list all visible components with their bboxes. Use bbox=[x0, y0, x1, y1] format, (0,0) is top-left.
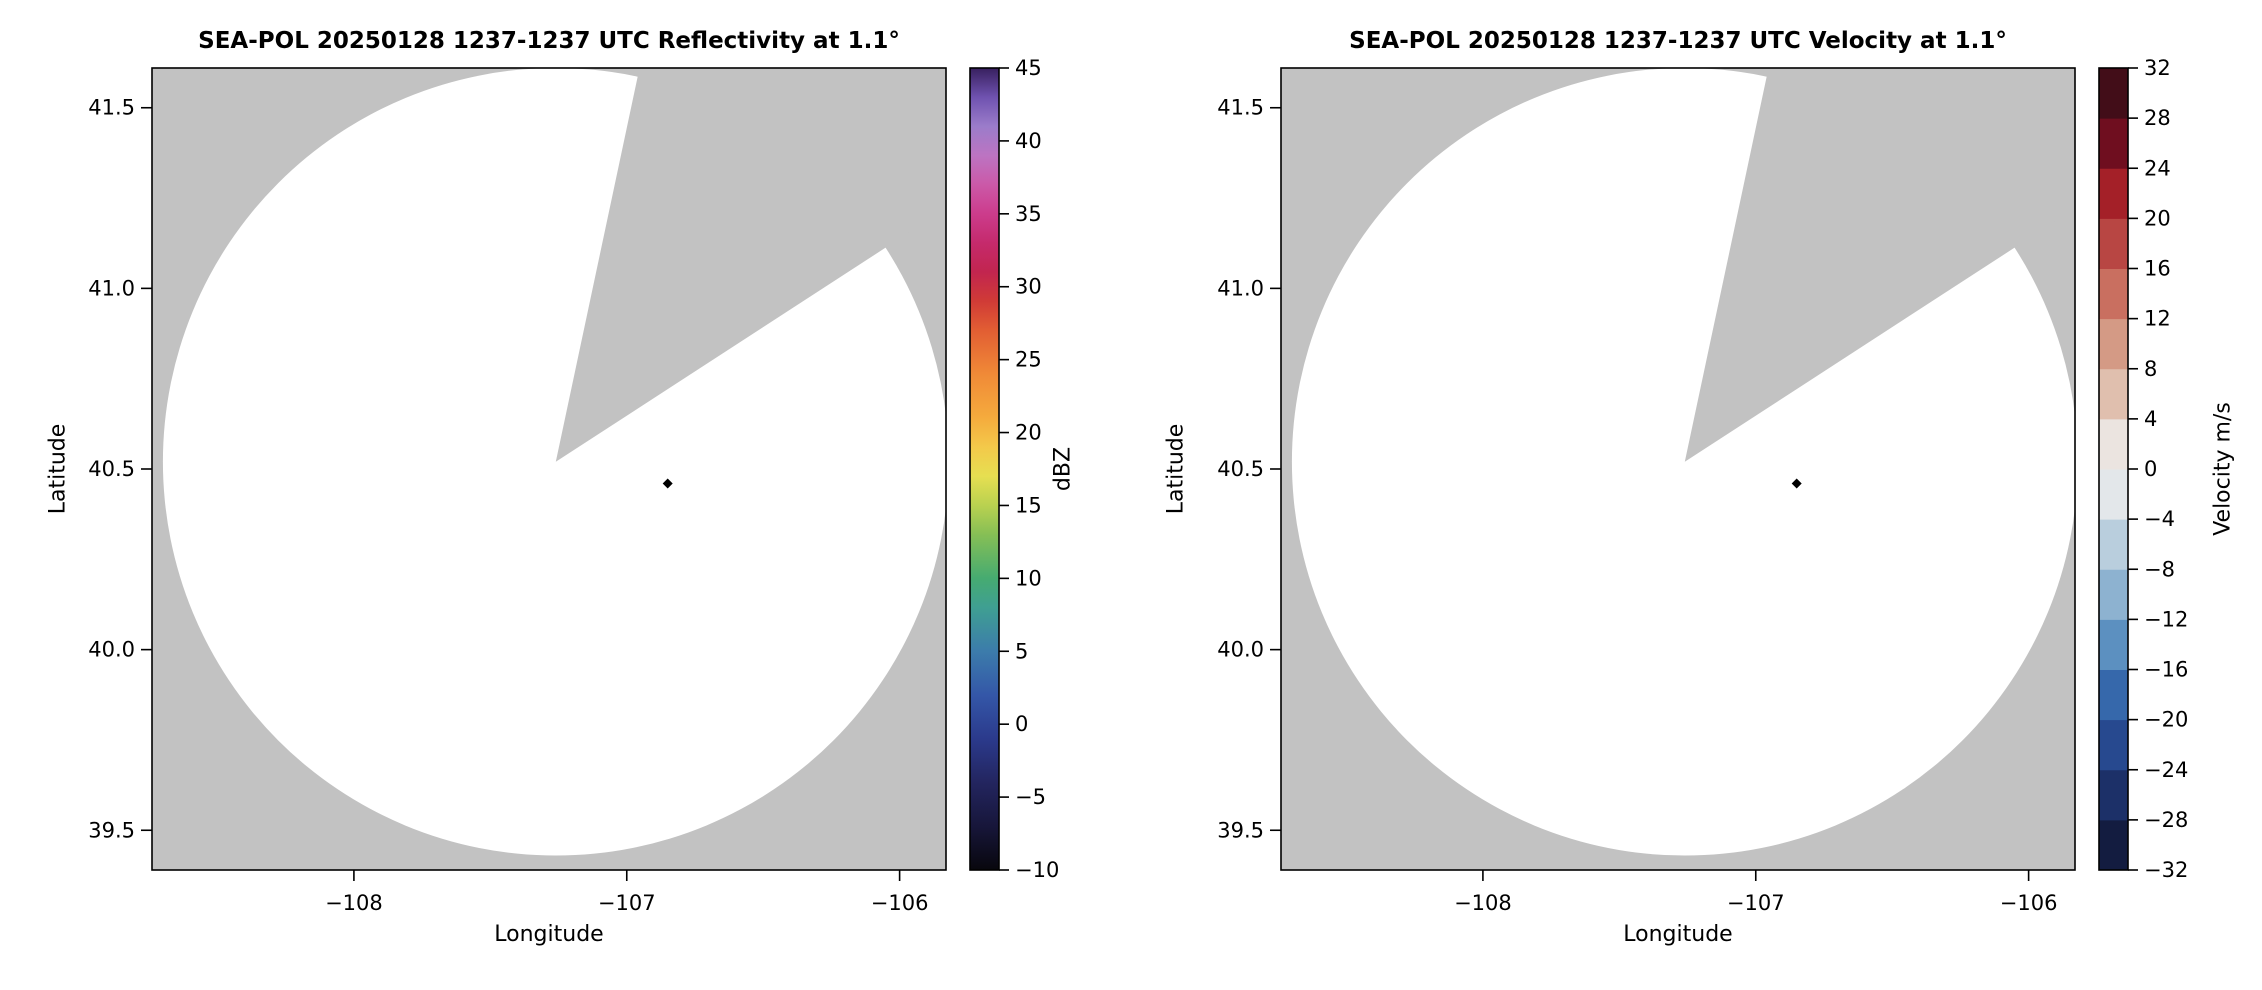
colorbar-tick-label: 32 bbox=[2144, 56, 2171, 80]
colorbar-tick-label: 12 bbox=[2144, 307, 2171, 331]
colorbar-segment bbox=[2099, 268, 2128, 320]
colorbar-tick-label: −10 bbox=[1015, 858, 1059, 882]
colorbar-tick-label: 8 bbox=[2144, 357, 2157, 381]
y-tick-label: 39.5 bbox=[1217, 818, 1264, 842]
colorbar-segment bbox=[2099, 168, 2128, 219]
colorbar-segment bbox=[2099, 519, 2128, 570]
colorbar-segment bbox=[2099, 118, 2128, 169]
x-tick-label: −107 bbox=[1727, 891, 1785, 915]
colorbar-tick-label: −32 bbox=[2144, 858, 2188, 882]
colorbar-tick-label: 24 bbox=[2144, 156, 2171, 180]
colorbar-tick-label: −12 bbox=[2144, 607, 2188, 631]
colorbar-segment bbox=[2099, 368, 2128, 420]
velocity-plot-area bbox=[1281, 68, 2075, 870]
x-tick-label: −108 bbox=[1454, 891, 1512, 915]
y-tick-label: 40.5 bbox=[88, 457, 135, 481]
colorbar-segment bbox=[2099, 619, 2128, 670]
colorbar-segment bbox=[2099, 318, 2128, 370]
x-tick-label: −107 bbox=[598, 891, 656, 915]
colorbar-tick-label: −16 bbox=[2144, 658, 2188, 682]
x-tick-label: −106 bbox=[871, 891, 929, 915]
colorbar-segment bbox=[2099, 719, 2128, 771]
y-tick-label: 40.5 bbox=[1217, 457, 1264, 481]
colorbar-tick-label: 20 bbox=[1015, 421, 1042, 445]
colorbar-tick-label: 40 bbox=[1015, 129, 1042, 153]
reflectivity-ylabel: Latitude bbox=[45, 423, 71, 515]
x-tick-label: −106 bbox=[2000, 891, 2058, 915]
reflectivity-title: SEA-POL 20250128 1237-1237 UTC Reflectiv… bbox=[198, 28, 900, 54]
velocity-xlabel: Longitude bbox=[1623, 922, 1733, 947]
colorbar-tick-label: 4 bbox=[2144, 407, 2157, 431]
colorbar-tick-label: −20 bbox=[2144, 708, 2188, 732]
echo-marker bbox=[1791, 478, 1802, 489]
velocity-ylabel: Latitude bbox=[1163, 423, 1189, 515]
colorbar-segment bbox=[2099, 218, 2128, 269]
colorbar-tick-label: 30 bbox=[1015, 275, 1042, 299]
y-tick-label: 40.0 bbox=[88, 638, 135, 662]
colorbar-tick-label: 10 bbox=[1015, 566, 1042, 590]
colorbar-gradient bbox=[970, 68, 999, 870]
velocity-title: SEA-POL 20250128 1237-1237 UTC Velocity … bbox=[1349, 28, 2007, 54]
y-tick-label: 40.0 bbox=[1217, 638, 1264, 662]
y-tick-label: 41.0 bbox=[88, 276, 135, 300]
colorbar-tick-label: 5 bbox=[1015, 639, 1028, 663]
y-tick-label: 41.5 bbox=[88, 96, 135, 120]
colorbar-segment bbox=[2099, 418, 2128, 470]
colorbar-tick-label: 20 bbox=[2144, 206, 2171, 230]
colorbar-segment bbox=[2099, 769, 2128, 821]
colorbar-tick-label: 16 bbox=[2144, 257, 2171, 281]
colorbar-segment bbox=[2099, 68, 2128, 119]
y-tick-label: 39.5 bbox=[88, 818, 135, 842]
reflectivity-xlabel: Longitude bbox=[494, 922, 604, 947]
x-tick-label: −108 bbox=[325, 891, 383, 915]
colorbar-segment bbox=[2099, 469, 2128, 520]
colorbar-segment bbox=[2099, 569, 2128, 620]
blocked-sector-wedge bbox=[555, 68, 946, 462]
colorbar-tick-label: −4 bbox=[2144, 507, 2175, 531]
colorbar-tick-label: 28 bbox=[2144, 106, 2171, 130]
y-tick-label: 41.0 bbox=[1217, 276, 1264, 300]
y-tick-label: 41.5 bbox=[1217, 96, 1264, 120]
reflectivity-colorbar-label: dBZ bbox=[1050, 446, 1076, 492]
colorbar-tick-label: 25 bbox=[1015, 348, 1042, 372]
reflectivity-plot-area bbox=[152, 68, 946, 870]
colorbar-tick-label: 0 bbox=[2144, 457, 2157, 481]
colorbar-tick-label: −5 bbox=[1015, 785, 1046, 809]
colorbar-segment bbox=[2099, 669, 2128, 721]
colorbar-tick-label: 45 bbox=[1015, 56, 1042, 80]
colorbar-tick-label: −8 bbox=[2144, 557, 2175, 581]
colorbar-border bbox=[969, 67, 1000, 871]
colorbar-tick-label: −24 bbox=[2144, 758, 2188, 782]
colorbar-tick-label: 0 bbox=[1015, 712, 1028, 736]
blocked-sector-wedge bbox=[1684, 68, 2075, 462]
colorbar-tick-label: 15 bbox=[1015, 493, 1042, 517]
velocity-colorbar-label: Velocity m/s bbox=[2210, 402, 2236, 536]
colorbar-segment bbox=[2099, 819, 2128, 871]
colorbar-tick-label: −28 bbox=[2144, 808, 2188, 832]
colorbar-tick-label: 35 bbox=[1015, 202, 1042, 226]
echo-marker bbox=[662, 478, 673, 489]
